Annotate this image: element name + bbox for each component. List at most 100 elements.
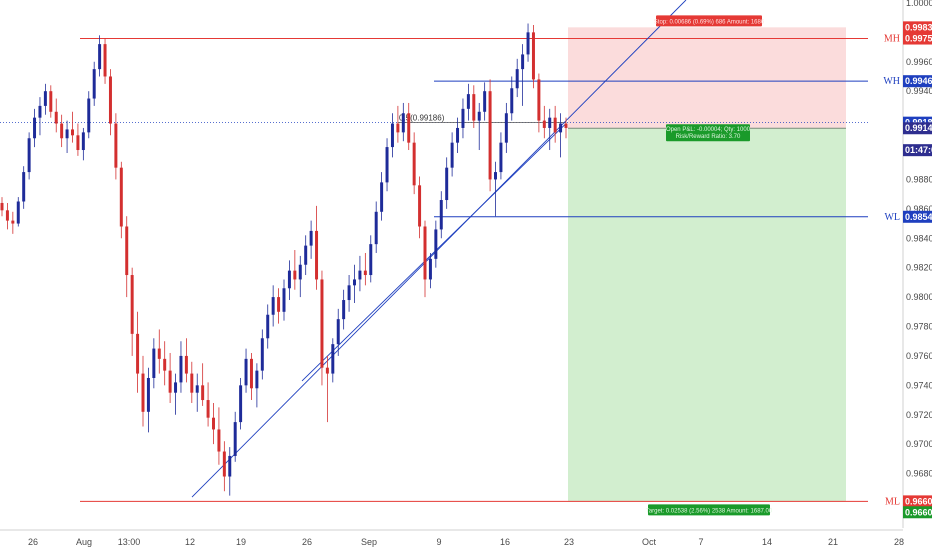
price-tag-label: 0.99758 <box>905 34 932 44</box>
candle <box>298 255 302 298</box>
candle-body <box>315 230 319 280</box>
candle-body <box>450 142 454 168</box>
candle-body <box>488 91 492 180</box>
candle-body <box>309 230 313 246</box>
candle <box>499 132 503 180</box>
candle <box>206 382 210 427</box>
candle <box>228 447 232 496</box>
open-pnl-label: Open P&L: -0.00004; Qty: 1000 <box>666 127 751 133</box>
price-tag-label: 01:47:04 <box>905 145 932 155</box>
candle <box>521 44 525 106</box>
candle <box>347 275 351 312</box>
candle-body <box>190 373 194 393</box>
candle-body <box>548 117 552 128</box>
candle <box>374 201 378 253</box>
candle-body <box>342 300 346 320</box>
candle-body <box>152 348 156 378</box>
candle-body <box>125 226 129 276</box>
candle-body <box>228 455 232 477</box>
candle <box>119 161 123 239</box>
price-tag-label: 0.99834 <box>905 22 932 32</box>
candle <box>331 338 335 383</box>
candle <box>385 138 389 192</box>
candle-body <box>521 54 525 70</box>
candle-body <box>466 94 470 109</box>
candle <box>179 341 183 393</box>
time-axis[interactable]: 26 Aug 13:00 12 19 26 Sep 9 16 23 Oct 7 14 21 28 <box>0 529 904 547</box>
candle <box>282 279 286 321</box>
candle-body <box>244 358 248 386</box>
candle-body <box>472 94 476 121</box>
price-tag: 0.99834 <box>903 21 932 34</box>
candle <box>304 235 308 276</box>
candle <box>390 113 394 158</box>
candle <box>477 102 481 151</box>
candle-body <box>266 314 270 339</box>
time-tick: 7 <box>698 537 703 547</box>
candle <box>309 220 313 259</box>
candle <box>5 202 9 230</box>
time-tick: 26 <box>302 537 312 547</box>
candle <box>537 73 541 133</box>
candle <box>71 111 74 143</box>
risk-zone <box>568 27 846 129</box>
candle-body <box>92 69 96 99</box>
candle-body <box>146 377 150 412</box>
price-tag-box <box>903 21 932 34</box>
candle <box>434 220 438 268</box>
candle-body <box>108 76 112 124</box>
candle <box>504 102 508 153</box>
candle-body <box>401 113 405 133</box>
candle <box>488 79 492 192</box>
candle <box>22 166 26 209</box>
candle-body <box>163 358 167 371</box>
candle-body <box>81 132 85 151</box>
time-tick: 13:00 <box>118 537 141 547</box>
target-label-box <box>648 504 770 516</box>
candle-body <box>174 382 178 393</box>
trade-labels: Stop: 0.00686 (0.69%) 686 Amount: 1686 Op… <box>646 15 773 516</box>
candle-body <box>293 270 297 280</box>
price-tag-box <box>903 506 932 519</box>
candle <box>239 377 243 430</box>
time-tick: 14 <box>762 537 772 547</box>
open-label-box <box>666 124 750 142</box>
candle <box>358 255 362 292</box>
candle-body <box>43 91 47 106</box>
candle <box>325 355 329 423</box>
candle-body <box>358 270 362 280</box>
trendline-short <box>301 123 567 382</box>
candle <box>342 289 346 330</box>
candle <box>315 205 319 290</box>
candle <box>287 260 291 301</box>
candle <box>472 85 476 128</box>
candle <box>184 338 188 383</box>
candle-body <box>260 338 264 371</box>
candle-body <box>54 111 58 124</box>
candle-body <box>255 370 259 389</box>
trendline-long <box>191 0 687 498</box>
candle <box>515 58 519 98</box>
candle <box>81 127 85 161</box>
candle <box>418 176 422 239</box>
candle <box>244 348 248 393</box>
candle-body <box>369 244 373 276</box>
candle-body <box>445 167 449 201</box>
candle-body <box>380 182 384 212</box>
candle-body <box>282 288 286 312</box>
candle <box>483 82 487 121</box>
candle <box>98 35 102 77</box>
time-tick: 9 <box>436 537 441 547</box>
candle-body <box>33 117 37 139</box>
price-tag: 01:47:04 <box>903 144 932 157</box>
candle-body <box>347 285 351 301</box>
candle-body <box>396 123 400 133</box>
candle <box>190 361 194 403</box>
candle-body <box>559 123 563 133</box>
candle <box>60 114 64 148</box>
